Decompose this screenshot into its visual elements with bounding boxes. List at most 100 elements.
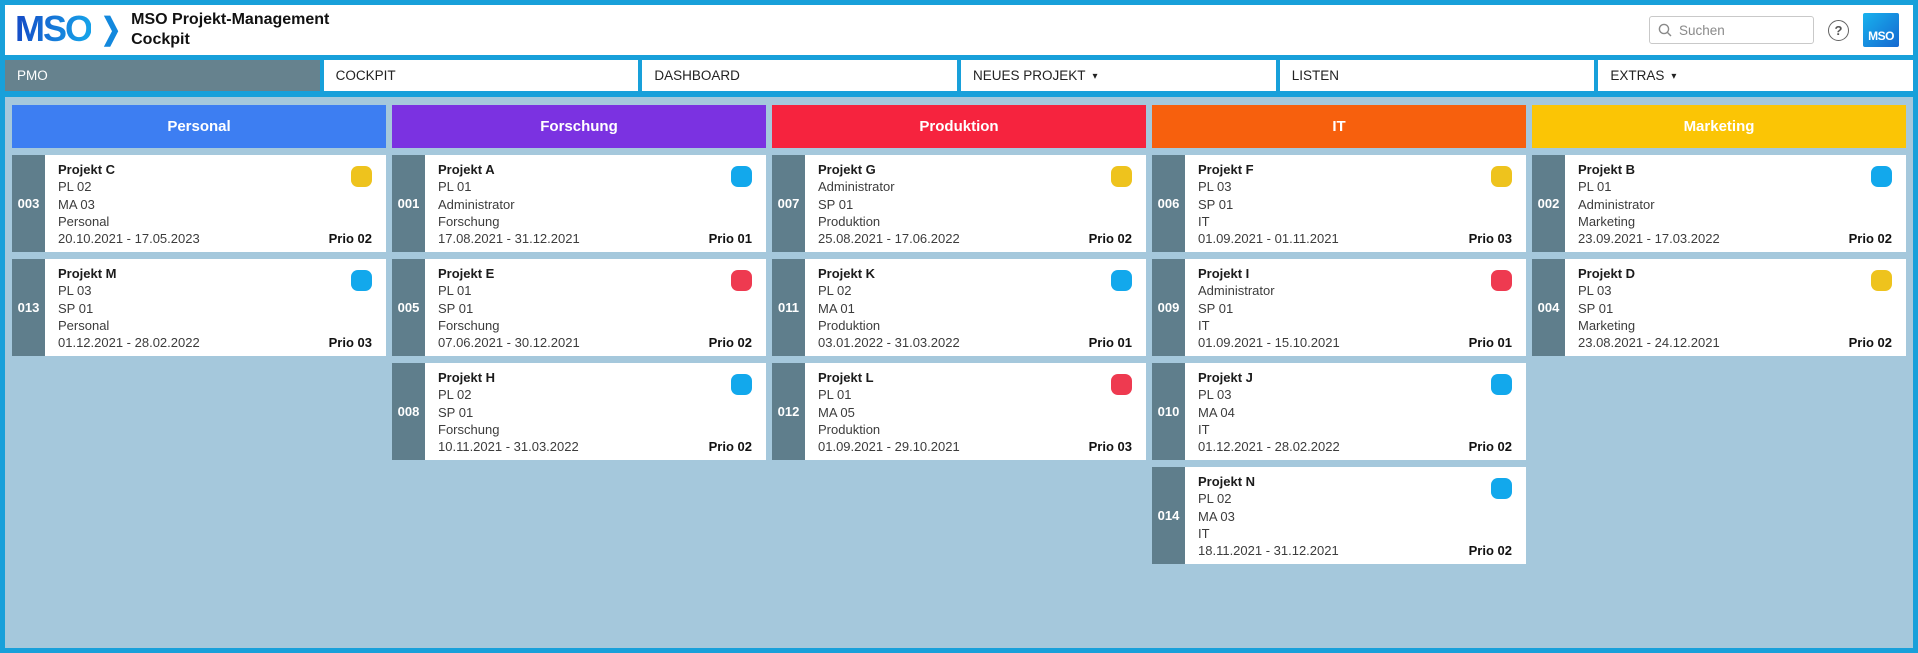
card-detail-line: PL 02 xyxy=(818,283,852,299)
board-column-forschung: Forschung 001 Projekt A PL 01 Administrator F… xyxy=(392,105,766,460)
card-number-badge: 006 xyxy=(1152,155,1185,252)
project-card-projekt-d[interactable]: 004 Projekt D PL 03 SP 01 Marketing 23.08.202… xyxy=(1532,259,1906,356)
nav-item-label: COCKPIT xyxy=(335,68,396,83)
main-navigation: PMO COCKPIT DASHBOARD NEUES PROJEKT ▾ LISTEN E… xyxy=(5,60,1913,91)
card-detail-line: Produktion xyxy=(818,317,881,333)
card-detail-line: IT xyxy=(1198,421,1210,437)
project-card-projekt-c[interactable]: 003 Projekt C PL 02 MA 03 Personal 20.10.2021… xyxy=(12,155,386,252)
project-card-projekt-i[interactable]: 009 Projekt I Administrator SP 01 IT 01.09.20… xyxy=(1152,259,1526,356)
card-priority: Prio 02 xyxy=(1848,231,1892,247)
mso-badge-icon[interactable]: MSO xyxy=(1863,13,1899,47)
search-icon xyxy=(1658,23,1672,37)
card-priority: Prio 02 xyxy=(1468,543,1512,559)
card-detail-line: SP 01 xyxy=(1198,196,1234,212)
card-detail-line: PL 01 xyxy=(818,387,852,403)
project-card-projekt-a[interactable]: 001 Projekt A PL 01 Administrator Forschung 1… xyxy=(392,155,766,252)
chevron-right-icon: ❯ xyxy=(101,12,122,47)
card-detail-line: MA 03 xyxy=(1198,508,1235,524)
card-body: Projekt K PL 02 MA 01 Produktion 03.01.2022 … xyxy=(805,259,1146,356)
help-icon[interactable]: ? xyxy=(1828,19,1849,41)
card-number-badge: 011 xyxy=(772,259,805,356)
project-card-projekt-n[interactable]: 014 Projekt N PL 02 MA 03 IT 18.11.2021 - 31.… xyxy=(1152,467,1526,564)
card-detail-line: SP 01 xyxy=(818,196,854,212)
card-title: Projekt L xyxy=(818,370,874,385)
card-priority: Prio 01 xyxy=(708,231,752,247)
card-date-range: 25.08.2021 - 17.06.2022 xyxy=(818,231,960,247)
nav-item-cockpit[interactable]: COCKPIT xyxy=(323,60,639,91)
card-date-range: 01.09.2021 - 15.10.2021 xyxy=(1198,335,1340,351)
card-body: Projekt L PL 01 MA 05 Produktion 01.09.2021 … xyxy=(805,363,1146,460)
nav-item-pmo[interactable]: PMO xyxy=(5,60,320,91)
card-detail-line: Forschung xyxy=(438,317,500,333)
nav-item-extras[interactable]: EXTRAS ▾ xyxy=(1598,60,1913,91)
card-detail-line: Produktion xyxy=(818,213,881,229)
nav-item-label: EXTRAS xyxy=(1610,68,1665,83)
card-priority: Prio 03 xyxy=(1468,231,1512,247)
column-header-produktion: Produktion xyxy=(772,105,1146,148)
search-input[interactable] xyxy=(1679,22,1805,38)
status-indicator-blue xyxy=(731,166,752,187)
status-indicator-yellow xyxy=(1491,166,1512,187)
card-priority: Prio 02 xyxy=(708,439,752,455)
card-body: Projekt M PL 03 SP 01 Personal 01.12.2021 - … xyxy=(45,259,386,356)
status-indicator-blue xyxy=(731,374,752,395)
card-detail-line: IT xyxy=(1198,213,1210,229)
board-column-personal: Personal 003 Projekt C PL 02 MA 03 Personal 20… xyxy=(12,105,386,356)
card-detail-line: Administrator xyxy=(818,179,895,195)
card-title: Projekt B xyxy=(1578,162,1636,177)
card-body: Projekt A PL 01 Administrator Forschung 17.0… xyxy=(425,155,766,252)
card-detail-line: PL 02 xyxy=(58,179,92,195)
card-title: Projekt J xyxy=(1198,370,1253,385)
board-column-it: IT 006 Projekt F PL 03 SP 01 IT 01.09.2021 - 0… xyxy=(1152,105,1526,564)
card-priority: Prio 02 xyxy=(1848,335,1892,351)
nav-item-dashboard[interactable]: DASHBOARD xyxy=(642,60,958,91)
nav-item-listen[interactable]: LISTEN xyxy=(1279,60,1595,91)
card-date-range: 18.11.2021 - 31.12.2021 xyxy=(1198,543,1339,559)
topbar: MSO ❯ MSO Projekt-Management Cockpit ? M… xyxy=(5,5,1913,55)
status-indicator-blue xyxy=(1111,270,1132,291)
card-date-range: 17.08.2021 - 31.12.2021 xyxy=(438,231,580,247)
topbar-right: ? MSO xyxy=(1649,13,1899,47)
status-indicator-blue xyxy=(1491,374,1512,395)
caret-down-icon: ▾ xyxy=(1092,70,1098,82)
project-card-projekt-m[interactable]: 013 Projekt M PL 03 SP 01 Personal 01.12.2021… xyxy=(12,259,386,356)
project-card-projekt-g[interactable]: 007 Projekt G Administrator SP 01 Produktion… xyxy=(772,155,1146,252)
card-body: Projekt F PL 03 SP 01 IT 01.09.2021 - 01.11.… xyxy=(1185,155,1526,252)
kanban-board: Personal 003 Projekt C PL 02 MA 03 Personal 20… xyxy=(5,97,1913,648)
card-detail-line: PL 03 xyxy=(58,283,92,299)
card-detail-line: SP 01 xyxy=(1578,300,1614,316)
project-card-projekt-b[interactable]: 002 Projekt B PL 01 Administrator Marketing 2… xyxy=(1532,155,1906,252)
card-body: Projekt D PL 03 SP 01 Marketing 23.08.2021 -… xyxy=(1565,259,1906,356)
card-date-range: 23.08.2021 - 24.12.2021 xyxy=(1578,335,1720,351)
card-detail-line: Forschung xyxy=(438,213,500,229)
project-card-projekt-h[interactable]: 008 Projekt H PL 02 SP 01 Forschung 10.11.202… xyxy=(392,363,766,460)
card-date-range: 23.09.2021 - 17.03.2022 xyxy=(1578,231,1720,247)
card-detail-line: MA 05 xyxy=(818,404,855,420)
project-card-projekt-f[interactable]: 006 Projekt F PL 03 SP 01 IT 01.09.2021 - 01.… xyxy=(1152,155,1526,252)
mso-logo[interactable]: MSO xyxy=(15,7,93,49)
column-header-it: IT xyxy=(1152,105,1526,148)
board-column-marketing: Marketing 002 Projekt B PL 01 Administrator M… xyxy=(1532,105,1906,356)
nav-item-neues-projekt[interactable]: NEUES PROJEKT ▾ xyxy=(961,60,1276,91)
project-card-projekt-j[interactable]: 010 Projekt J PL 03 MA 04 IT 01.12.2021 - 28.… xyxy=(1152,363,1526,460)
nav-item-label: PMO xyxy=(17,68,48,83)
card-footer: 01.09.2021 - 15.10.2021 Prio 01 xyxy=(1198,334,1512,351)
card-title: Projekt D xyxy=(1578,266,1636,281)
card-priority: Prio 02 xyxy=(1088,231,1132,247)
card-footer: 18.11.2021 - 31.12.2021 Prio 02 xyxy=(1198,542,1512,559)
project-card-projekt-e[interactable]: 005 Projekt E PL 01 SP 01 Forschung 07.06.202… xyxy=(392,259,766,356)
status-indicator-blue xyxy=(351,270,372,291)
card-number-badge: 013 xyxy=(12,259,45,356)
card-title: Projekt E xyxy=(438,266,495,281)
project-card-projekt-k[interactable]: 011 Projekt K PL 02 MA 01 Produktion 03.01.20… xyxy=(772,259,1146,356)
project-card-projekt-l[interactable]: 012 Projekt L PL 01 MA 05 Produktion 01.09.20… xyxy=(772,363,1146,460)
card-title: Projekt N xyxy=(1198,474,1256,489)
card-detail-line: SP 01 xyxy=(1198,300,1234,316)
card-body: Projekt G Administrator SP 01 Produktion 25.… xyxy=(805,155,1146,252)
caret-down-icon: ▾ xyxy=(1671,70,1677,82)
card-title: Projekt A xyxy=(438,162,495,177)
search-box[interactable] xyxy=(1649,16,1814,44)
card-detail-line: Personal xyxy=(58,317,110,333)
card-number-badge: 001 xyxy=(392,155,425,252)
card-priority: Prio 03 xyxy=(1088,439,1132,455)
